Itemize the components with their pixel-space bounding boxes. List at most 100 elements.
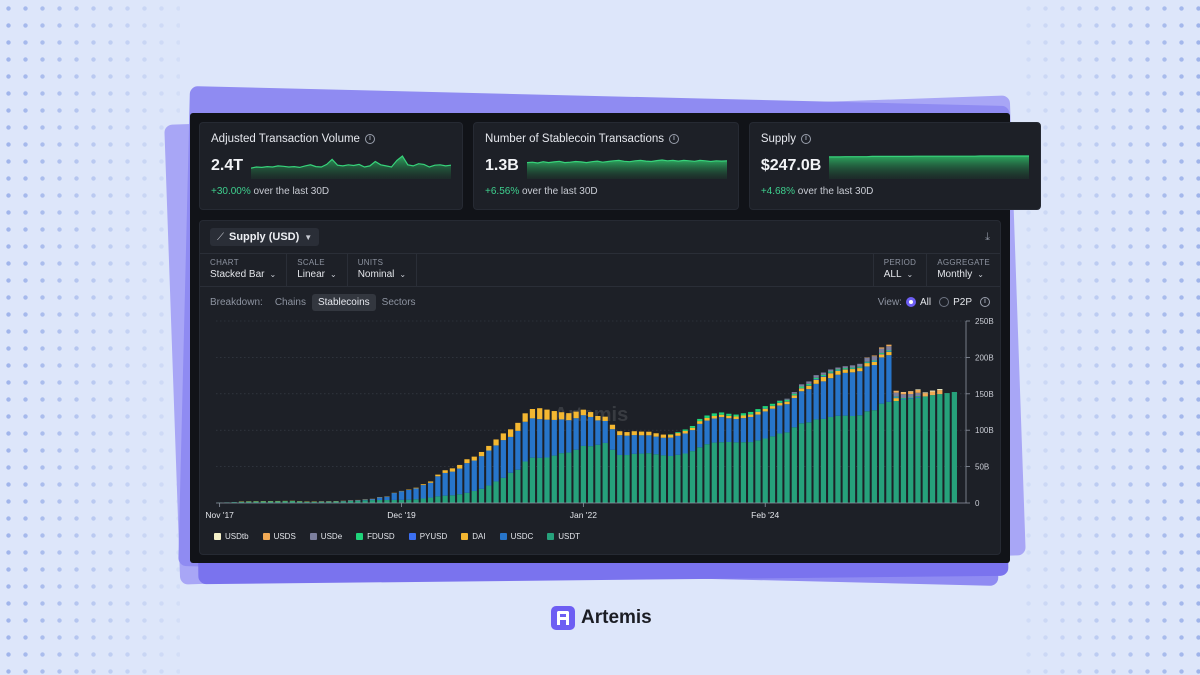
info-icon[interactable]: i bbox=[364, 134, 375, 144]
bar-segment-usdc bbox=[427, 482, 434, 498]
x-tick-label: Feb '24 bbox=[751, 510, 779, 520]
bar-segment-usde bbox=[849, 365, 856, 368]
download-icon[interactable]: ⤓ bbox=[985, 230, 990, 243]
bar-segment-fdusd bbox=[718, 412, 725, 415]
bar-segment-usdt bbox=[508, 472, 514, 503]
bar-segment-usdt bbox=[646, 453, 652, 503]
legend-item-usdc[interactable]: USDC bbox=[499, 532, 533, 541]
bar-segment-usdt bbox=[311, 501, 317, 503]
bar-segment-dai bbox=[471, 456, 477, 461]
bar-segment-usdc bbox=[857, 371, 863, 416]
bar-segment-usdt bbox=[529, 457, 536, 503]
kpi-card-supply[interactable]: Supply i $247.0B +4.68% over the last 30D bbox=[748, 122, 1042, 210]
info-icon[interactable]: i bbox=[980, 297, 990, 307]
bar-segment-usdt bbox=[493, 481, 499, 503]
bar-segment-usdc bbox=[748, 416, 754, 443]
legend-item-fdusd[interactable]: FDUSD bbox=[356, 532, 395, 541]
kpi-value: $247.0B bbox=[760, 157, 822, 174]
bar-segment-usdc bbox=[384, 496, 390, 501]
bar-segment-usdt bbox=[260, 501, 266, 503]
bar-segment-fdusd bbox=[900, 398, 907, 399]
info-icon[interactable]: i bbox=[800, 134, 811, 144]
radio-p2p[interactable] bbox=[939, 297, 950, 307]
bar-segment-usdt bbox=[791, 427, 797, 503]
bar-segment-usdt bbox=[755, 440, 761, 503]
legend-item-usdtb[interactable]: USDtb bbox=[214, 532, 249, 541]
bar-segment-usdt bbox=[813, 419, 819, 503]
bar-segment-usdt bbox=[289, 500, 295, 503]
control-period[interactable]: PERIOD ALL ⌄ bbox=[872, 254, 926, 286]
kpi-title-text: Supply bbox=[760, 133, 796, 145]
bar-segment-fdusd bbox=[864, 361, 870, 363]
bar-segment-usdc bbox=[449, 471, 456, 496]
bar-segment-usdt bbox=[748, 442, 754, 503]
bar-segment-usdt bbox=[842, 415, 848, 503]
info-icon[interactable]: i bbox=[669, 134, 679, 144]
bar-segment-fdusd bbox=[740, 413, 747, 416]
legend-item-usds[interactable]: USDS bbox=[262, 532, 296, 541]
bar-segment-dai bbox=[449, 468, 456, 472]
control-scale[interactable]: SCALE Linear ⌄ bbox=[287, 254, 348, 286]
bar-segment-usdt bbox=[806, 422, 812, 503]
bar-segment-dai bbox=[675, 433, 681, 436]
breakdown-option-stablecoins[interactable]: Stablecoins bbox=[311, 293, 376, 311]
bar-segment-usdt bbox=[675, 454, 681, 503]
bar-segment-usdc bbox=[726, 418, 732, 442]
bar-segment-usdt bbox=[435, 496, 441, 503]
bar-segment-dai bbox=[595, 416, 601, 421]
sparkline-line bbox=[251, 155, 452, 169]
bar-segment-usdc bbox=[406, 489, 412, 500]
bar-segment-dai bbox=[682, 430, 688, 434]
bar-segment-usdc bbox=[697, 423, 703, 448]
control-chart-type[interactable]: CHART Stacked Bar ⌄ bbox=[200, 254, 288, 286]
sparkline bbox=[251, 155, 452, 179]
bar-segment-usdt bbox=[340, 501, 346, 503]
bar-segment-dai bbox=[478, 451, 485, 457]
legend-item-pyusd[interactable]: PYUSD bbox=[408, 532, 447, 541]
bar-segment-usdc bbox=[522, 421, 528, 462]
view-option-all[interactable]: All bbox=[919, 296, 932, 308]
bar-segment-fdusd bbox=[915, 396, 921, 397]
bar-segment-usdc bbox=[602, 420, 608, 443]
bar-segment-fdusd bbox=[689, 425, 696, 428]
breakdown-option-chains[interactable]: Chains bbox=[274, 296, 306, 308]
x-tick-label: Dec '19 bbox=[387, 510, 416, 520]
bar-segment-dai bbox=[493, 439, 499, 446]
legend-item-usdt[interactable]: USDT bbox=[547, 532, 580, 541]
metric-select[interactable]: ⟋ Supply (USD) ▼ bbox=[210, 228, 320, 246]
chevron-down-icon: ⌄ bbox=[330, 270, 337, 279]
bar-segment-dai bbox=[813, 379, 819, 384]
bar-segment-usdt bbox=[369, 500, 376, 503]
kpi-card-transaction-volume[interactable]: Adjusted Transaction Volume i 2.4T +30.00… bbox=[199, 122, 464, 210]
control-aggregate[interactable]: AGGREGATE Monthly ⌄ bbox=[926, 254, 1000, 286]
kpi-change-percent: +30.00% bbox=[211, 186, 251, 197]
view-option-p2p[interactable]: P2P bbox=[953, 296, 972, 308]
bar-segment-usdt bbox=[413, 499, 419, 503]
radio-all[interactable] bbox=[905, 297, 916, 307]
bar-segment-usdc bbox=[879, 357, 885, 404]
bar-segment-usdt bbox=[704, 444, 710, 503]
sparkline-line bbox=[829, 155, 1030, 158]
bar-segment-usdc bbox=[733, 418, 739, 443]
control-label: PERIOD bbox=[883, 258, 917, 267]
brand-name: Artemis bbox=[581, 607, 652, 628]
bar-segment-usdt bbox=[835, 415, 841, 503]
control-units[interactable]: UNITS Nominal ⌄ bbox=[348, 254, 418, 286]
bar-segment-dai bbox=[798, 388, 805, 392]
bar-segment-usds bbox=[879, 347, 885, 349]
kpi-card-stablecoin-transactions[interactable]: Number of Stablecoin Transactions i 1.3B … bbox=[473, 122, 739, 210]
legend-item-usde[interactable]: USDe bbox=[309, 532, 342, 541]
bar-segment-usdt bbox=[486, 485, 492, 503]
bar-segment-pyusd bbox=[915, 396, 921, 398]
view-toggle: View: All P2P i bbox=[878, 297, 990, 308]
legend-swatch bbox=[499, 533, 507, 540]
bar-segment-usde bbox=[791, 392, 797, 394]
bar-segment-fdusd bbox=[835, 369, 841, 371]
breakdown-option-sectors[interactable]: Sectors bbox=[381, 296, 416, 308]
bar-segment-usdt bbox=[573, 449, 579, 503]
bar-segment-usdt bbox=[318, 501, 325, 503]
legend-item-dai[interactable]: DAI bbox=[461, 532, 486, 541]
bar-segment-usde bbox=[784, 398, 790, 400]
bar-segment-usdt bbox=[522, 461, 528, 503]
